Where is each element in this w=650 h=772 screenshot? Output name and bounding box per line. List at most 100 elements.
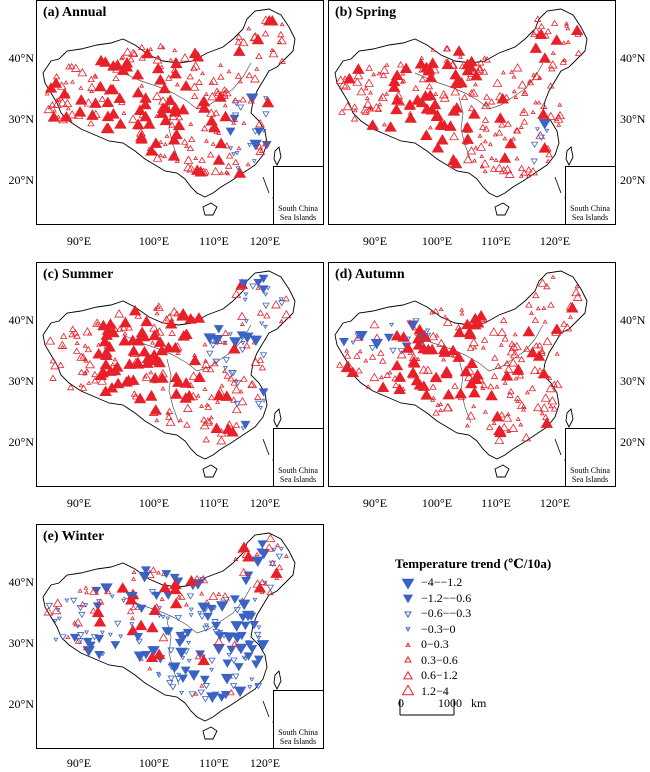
panel-spring: (b) Spring South China Sea Islands — [328, 0, 616, 225]
station-warming-marker — [77, 67, 88, 77]
station-warming-marker — [476, 142, 487, 151]
station-warming-marker — [274, 575, 280, 581]
station-warming-marker — [473, 145, 479, 150]
station-cooling-marker — [211, 619, 219, 626]
station-warming-marker — [149, 566, 158, 573]
taiwan-outline — [565, 408, 574, 429]
station-warming-marker — [79, 353, 87, 360]
station-cooling-marker — [231, 152, 237, 157]
station-warming-marker — [533, 100, 539, 105]
station-cooling-marker — [236, 331, 247, 340]
station-warming-marker — [350, 103, 359, 110]
station-warming-marker — [255, 146, 266, 155]
station-cooling-marker — [110, 641, 121, 650]
station-warming-marker — [396, 61, 405, 68]
station-warming-marker — [184, 143, 190, 149]
station-warming-marker — [423, 365, 433, 374]
station-cooling-marker — [259, 352, 268, 359]
ytick-b-30: 30°N — [620, 112, 646, 126]
station-cooling-marker — [243, 657, 249, 662]
station-warming-marker — [453, 326, 466, 338]
scale-label-zero: 0 — [398, 696, 404, 710]
station-warming-marker — [366, 119, 379, 130]
station-warming-marker — [494, 362, 502, 370]
xtick-a-120: 120°E — [249, 234, 281, 248]
station-warming-marker — [522, 90, 528, 95]
station-warming-marker — [205, 417, 214, 425]
station-warming-marker — [241, 549, 252, 558]
station-warming-marker — [533, 15, 542, 22]
station-cooling-marker — [75, 624, 81, 629]
station-warming-marker — [120, 324, 128, 331]
station-warming-marker — [436, 338, 447, 348]
station-cooling-marker — [188, 613, 194, 618]
station-warming-marker — [390, 84, 396, 90]
station-cooling-marker — [262, 111, 270, 118]
station-cooling-marker — [412, 318, 420, 325]
station-cooling-marker — [209, 342, 217, 349]
station-cooling-marker — [206, 692, 219, 703]
station-warming-marker — [393, 383, 406, 394]
station-warming-marker — [127, 374, 140, 385]
station-warming-marker — [131, 576, 137, 581]
station-warming-marker — [68, 330, 76, 338]
station-cooling-marker — [214, 631, 223, 638]
ytick-d-40: 40°N — [620, 313, 646, 327]
station-warming-marker — [482, 125, 490, 132]
station-warming-marker — [496, 92, 509, 104]
station-warming-marker — [160, 386, 166, 391]
station-warming-marker — [338, 80, 349, 89]
station-warming-marker — [148, 46, 154, 51]
station-warming-marker — [454, 387, 467, 399]
station-warming-marker — [48, 101, 57, 108]
station-warming-marker — [255, 285, 261, 290]
station-warming-marker — [207, 393, 216, 401]
station-warming-marker — [258, 364, 267, 371]
map-features — [334, 270, 588, 478]
station-warming-marker — [482, 55, 488, 60]
station-cooling-marker — [265, 286, 271, 291]
legend-item: 0.6−1.2 — [395, 668, 635, 684]
station-warming-marker — [78, 382, 84, 388]
station-warming-marker — [424, 71, 438, 83]
station-cooling-marker — [245, 640, 251, 645]
station-warming-marker — [368, 90, 374, 95]
station-warming-marker — [420, 389, 433, 400]
station-warming-marker — [261, 96, 275, 108]
ytick-d-20: 20°N — [620, 435, 646, 449]
station-warming-marker — [207, 91, 218, 101]
station-warming-marker — [392, 381, 400, 388]
station-warming-marker — [183, 421, 191, 428]
station-warming-marker — [155, 304, 161, 309]
station-warming-marker — [440, 365, 453, 377]
station-warming-marker — [547, 375, 553, 380]
station-warming-marker — [174, 158, 180, 164]
station-warming-marker — [256, 309, 265, 316]
station-warming-marker — [145, 145, 158, 156]
station-warming-marker — [437, 119, 451, 130]
station-warming-marker — [236, 145, 242, 151]
station-cooling-marker — [252, 597, 258, 603]
station-warming-marker — [75, 94, 88, 105]
station-warming-marker — [44, 91, 50, 96]
station-warming-marker — [517, 355, 526, 363]
station-warming-marker — [516, 372, 525, 379]
station-cooling-marker — [188, 691, 196, 698]
station-warming-marker — [238, 37, 249, 47]
station-warming-marker — [357, 348, 363, 354]
station-warming-marker — [218, 170, 224, 175]
panel-title: (e) Winter — [43, 529, 105, 544]
station-warming-marker — [513, 394, 522, 402]
station-cooling-marker — [426, 332, 432, 338]
station-cooling-marker — [249, 139, 262, 151]
station-cooling-marker — [77, 632, 85, 639]
station-cooling-marker — [240, 341, 246, 346]
station-warming-marker — [178, 593, 186, 600]
station-warming-marker — [469, 318, 482, 330]
china-outline — [334, 270, 588, 460]
station-warming-marker — [528, 384, 536, 392]
station-warming-marker — [413, 379, 427, 390]
station-warming-marker — [156, 570, 162, 575]
station-warming-marker — [82, 343, 88, 348]
station-warming-marker — [96, 342, 102, 347]
